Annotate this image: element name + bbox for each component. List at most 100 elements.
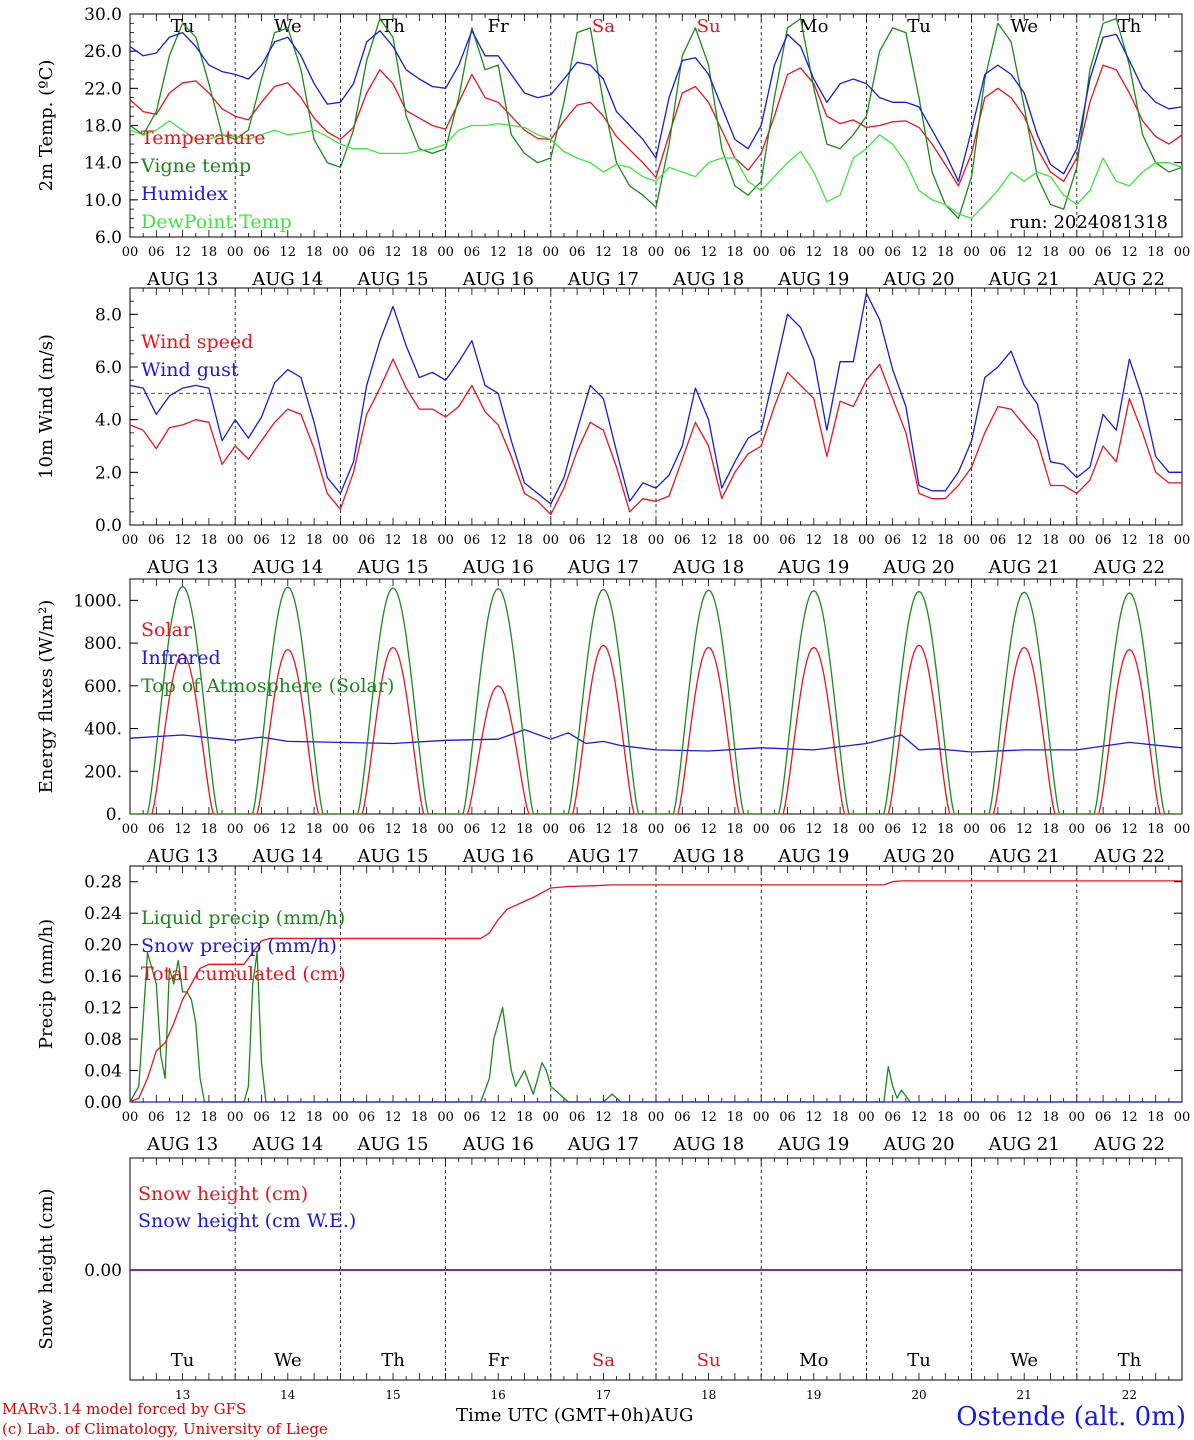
date-label: AUG 20 <box>882 269 954 290</box>
date-label: AUG 16 <box>462 557 534 578</box>
hour-tick-label: 00 <box>753 245 770 260</box>
date-label: AUG 17 <box>567 557 639 578</box>
hour-tick-label: 18 <box>516 245 533 260</box>
date-label: AUG 18 <box>672 846 744 867</box>
series-line-top-of-atmosphere-solar <box>130 585 1182 815</box>
series-line-wind-gust <box>129 292 1182 505</box>
hour-tick-label: 00 <box>227 1110 244 1125</box>
hour-tick-label: 00 <box>753 822 770 837</box>
y-tick-label: 10.0 <box>84 191 122 211</box>
hour-tick-label: 06 <box>990 533 1007 548</box>
y-tick-label: 6.0 <box>95 358 122 378</box>
hour-tick-label: 00 <box>858 1110 875 1125</box>
hour-tick-label: 12 <box>806 533 823 548</box>
hour-tick-label: 06 <box>884 245 901 260</box>
weekday-label: Tu <box>171 16 195 37</box>
panel-3: 0. 200. 400. 600. 800. 1000. Energy fluxes (W/… <box>36 578 1190 867</box>
hour-tick-label: 00 <box>332 533 349 548</box>
hour-tick-label: 06 <box>990 245 1007 260</box>
hour-tick-label: 18 <box>306 1110 323 1125</box>
hour-tick-label: 18 <box>832 245 849 260</box>
hour-tick-label: 18 <box>516 533 533 548</box>
hour-tick-label: 06 <box>569 245 586 260</box>
day-number-label: 16 <box>491 1388 506 1402</box>
model-credit: MARv3.14 model forced by GFS <box>2 1400 247 1418</box>
hour-tick-label: 06 <box>779 822 796 837</box>
y-tick-label: 0.24 <box>84 904 122 924</box>
hour-tick-label: 18 <box>621 245 638 260</box>
hour-tick-label: 00 <box>437 822 454 837</box>
hour-tick-label: 18 <box>411 245 428 260</box>
hour-tick-label: 06 <box>1095 1110 1112 1125</box>
hour-tick-label: 06 <box>779 533 796 548</box>
y-tick-label: 8.0 <box>95 305 122 325</box>
hour-tick-label: 18 <box>727 1110 744 1125</box>
hour-tick-label: 18 <box>937 822 954 837</box>
date-label: AUG 13 <box>146 269 218 290</box>
hour-tick-label: 00 <box>122 822 139 837</box>
month-label: AUG <box>650 1405 694 1426</box>
hour-tick-label: 12 <box>595 1110 612 1125</box>
y-tick-label: 0.16 <box>84 967 122 987</box>
hour-tick-label: 00 <box>227 533 244 548</box>
legend-item: Humidex <box>141 183 228 205</box>
legend-item: Wind speed <box>141 331 253 353</box>
hour-tick-label: 00 <box>227 245 244 260</box>
hour-tick-label: 06 <box>148 1110 165 1125</box>
y-tick-label: 0. <box>106 805 122 825</box>
date-label: AUG 21 <box>988 269 1060 290</box>
hour-tick-label: 18 <box>1042 533 1059 548</box>
weekday-label: We <box>1010 16 1038 37</box>
weekday-label: Mo <box>799 1350 828 1371</box>
hour-tick-label: 06 <box>464 245 481 260</box>
hour-tick-label: 06 <box>990 1110 1007 1125</box>
date-label: AUG 15 <box>356 846 428 867</box>
hour-tick-label: 18 <box>201 822 218 837</box>
run-label: run: 2024081318 <box>1010 212 1168 233</box>
date-label: AUG 14 <box>251 269 323 290</box>
date-label: AUG 21 <box>988 557 1060 578</box>
hour-tick-label: 12 <box>806 822 823 837</box>
panel-4: 0.00 0.04 0.08 0.12 0.16 0.20 0.24 0.28 Precip (… <box>36 865 1190 1155</box>
hour-tick-label: 12 <box>911 822 928 837</box>
hour-tick-label: 18 <box>832 1110 849 1125</box>
date-label: AUG 18 <box>672 557 744 578</box>
panel-1: 6.0 10.0 14.0 18.0 22.0 26.0 30.0 2m Temp. (ºC)… <box>36 5 1190 290</box>
weekday-label: Sa <box>592 16 615 37</box>
legend-item: DewPoint Temp <box>141 211 292 233</box>
hour-tick-label: 00 <box>332 1110 349 1125</box>
hour-tick-label: 06 <box>779 1110 796 1125</box>
panel-2: 0.0 2.0 4.0 6.0 8.0 10m Wind (m/s) 00 06 12 18 AUG… <box>36 287 1190 578</box>
legend-item: Solar <box>141 619 193 641</box>
hour-tick-label: 18 <box>411 533 428 548</box>
weekday-label: Tu <box>907 1350 931 1371</box>
hour-tick-label: 18 <box>727 245 744 260</box>
hour-tick-label: 12 <box>911 533 928 548</box>
hour-tick-label: 12 <box>280 822 297 837</box>
hour-tick-label: 18 <box>201 1110 218 1125</box>
hour-tick-label: 18 <box>621 1110 638 1125</box>
y-axis-label: Precip (mm/h) <box>36 919 57 1049</box>
hour-tick-label: 06 <box>253 533 270 548</box>
hour-tick-label: 18 <box>201 533 218 548</box>
hour-tick-label: 00 <box>858 533 875 548</box>
hour-tick-label: 12 <box>385 533 402 548</box>
hour-tick-label: 12 <box>1016 533 1033 548</box>
panel-5: 0.00 Snow height (cm) 13 14 15 16 17 18 19 20 21 22… <box>36 1157 1183 1402</box>
copyright-credit: (c) Lab. of Climatology, University of L… <box>2 1420 328 1438</box>
hour-tick-label: 06 <box>674 533 691 548</box>
hour-tick-label: 18 <box>621 533 638 548</box>
hour-tick-label: 12 <box>1016 1110 1033 1125</box>
hour-tick-label: 00 <box>437 1110 454 1125</box>
hour-tick-label: 00 <box>648 533 665 548</box>
hour-tick-label: 00 <box>1069 1110 1086 1125</box>
hour-tick-label: 18 <box>1147 822 1164 837</box>
weekday-label: Th <box>1118 1350 1142 1371</box>
date-label: AUG 22 <box>1093 557 1165 578</box>
time-axis-text: Time UTC (GMT+0h) <box>456 1405 651 1426</box>
weekday-label: Th <box>381 16 405 37</box>
panel-frame <box>129 13 1183 238</box>
y-tick-label: 0.00 <box>84 1093 122 1113</box>
weekday-label: Tu <box>907 16 931 37</box>
day-number-label: 18 <box>701 1388 716 1402</box>
